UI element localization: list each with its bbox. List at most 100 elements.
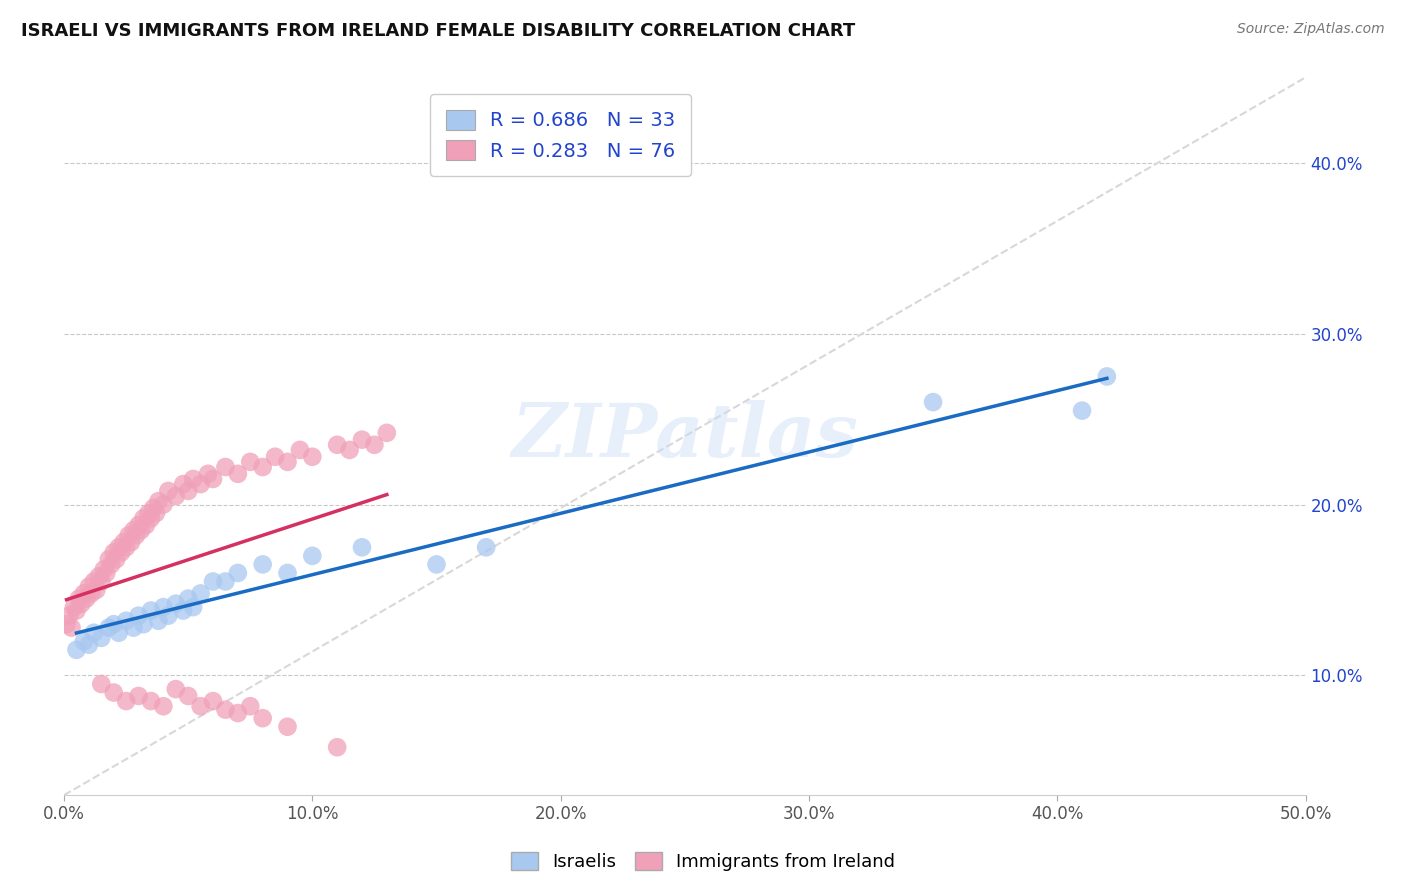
- Point: [90, 677, 112, 691]
- Point: [239, 699, 262, 714]
- Point: [112, 535, 135, 549]
- Point: [165, 489, 187, 503]
- Point: [67, 591, 90, 606]
- Point: [110, 545, 132, 559]
- Point: [475, 541, 498, 555]
- Point: [148, 494, 170, 508]
- Point: [197, 467, 219, 481]
- Point: [139, 603, 162, 617]
- Point: [152, 498, 174, 512]
- Point: [363, 438, 385, 452]
- Point: [55, 617, 77, 632]
- Point: [128, 689, 150, 703]
- Point: [922, 395, 945, 409]
- Point: [326, 740, 349, 755]
- Point: [202, 694, 225, 708]
- Point: [138, 506, 160, 520]
- Point: [264, 450, 287, 464]
- Point: [135, 518, 157, 533]
- Point: [77, 580, 100, 594]
- Point: [157, 483, 180, 498]
- Point: [90, 574, 112, 589]
- Point: [90, 631, 112, 645]
- Point: [152, 699, 174, 714]
- Point: [115, 541, 138, 555]
- Point: [152, 600, 174, 615]
- Point: [177, 483, 200, 498]
- Point: [139, 511, 162, 525]
- Point: [93, 562, 115, 576]
- Text: Source: ZipAtlas.com: Source: ZipAtlas.com: [1237, 22, 1385, 37]
- Point: [214, 460, 236, 475]
- Point: [190, 477, 212, 491]
- Point: [181, 600, 204, 615]
- Point: [96, 566, 118, 580]
- Point: [165, 597, 187, 611]
- Point: [190, 699, 212, 714]
- Point: [117, 528, 139, 542]
- Point: [288, 442, 311, 457]
- Point: [107, 625, 129, 640]
- Point: [181, 472, 204, 486]
- Point: [276, 455, 298, 469]
- Point: [97, 621, 120, 635]
- Point: [139, 694, 162, 708]
- Point: [177, 689, 200, 703]
- Point: [425, 558, 447, 572]
- Point: [80, 586, 103, 600]
- Point: [301, 450, 323, 464]
- Point: [226, 566, 249, 580]
- Point: [148, 614, 170, 628]
- Point: [103, 685, 125, 699]
- Point: [375, 425, 398, 440]
- Point: [190, 586, 212, 600]
- Point: [128, 518, 150, 533]
- Point: [177, 591, 200, 606]
- Point: [214, 574, 236, 589]
- Point: [165, 682, 187, 697]
- Point: [276, 566, 298, 580]
- Point: [128, 608, 150, 623]
- Text: ISRAELI VS IMMIGRANTS FROM IRELAND FEMALE DISABILITY CORRELATION CHART: ISRAELI VS IMMIGRANTS FROM IRELAND FEMAL…: [21, 22, 855, 40]
- Point: [115, 694, 138, 708]
- Point: [350, 541, 373, 555]
- Point: [86, 582, 108, 597]
- Point: [103, 617, 125, 632]
- Text: ZIPatlas: ZIPatlas: [512, 400, 858, 473]
- Point: [350, 433, 373, 447]
- Point: [301, 549, 323, 563]
- Point: [172, 477, 194, 491]
- Legend: Israelis, Immigrants from Ireland: Israelis, Immigrants from Ireland: [503, 845, 903, 879]
- Point: [58, 608, 80, 623]
- Point: [122, 523, 145, 537]
- Point: [145, 506, 167, 520]
- Point: [214, 703, 236, 717]
- Point: [202, 574, 225, 589]
- Point: [226, 706, 249, 720]
- Point: [115, 614, 138, 628]
- Point: [100, 558, 122, 572]
- Point: [202, 472, 225, 486]
- Point: [132, 511, 155, 525]
- Legend: R = 0.686   N = 33, R = 0.283   N = 76: R = 0.686 N = 33, R = 0.283 N = 76: [430, 95, 692, 177]
- Point: [65, 643, 87, 657]
- Point: [276, 720, 298, 734]
- Point: [142, 501, 165, 516]
- Point: [132, 617, 155, 632]
- Point: [105, 552, 128, 566]
- Point: [252, 460, 274, 475]
- Point: [73, 634, 96, 648]
- Point: [60, 621, 83, 635]
- Point: [83, 625, 105, 640]
- Point: [157, 608, 180, 623]
- Point: [97, 552, 120, 566]
- Point: [65, 603, 87, 617]
- Point: [125, 528, 148, 542]
- Point: [83, 574, 105, 589]
- Point: [70, 597, 93, 611]
- Point: [172, 603, 194, 617]
- Point: [252, 711, 274, 725]
- Point: [252, 558, 274, 572]
- Point: [103, 545, 125, 559]
- Point: [73, 586, 96, 600]
